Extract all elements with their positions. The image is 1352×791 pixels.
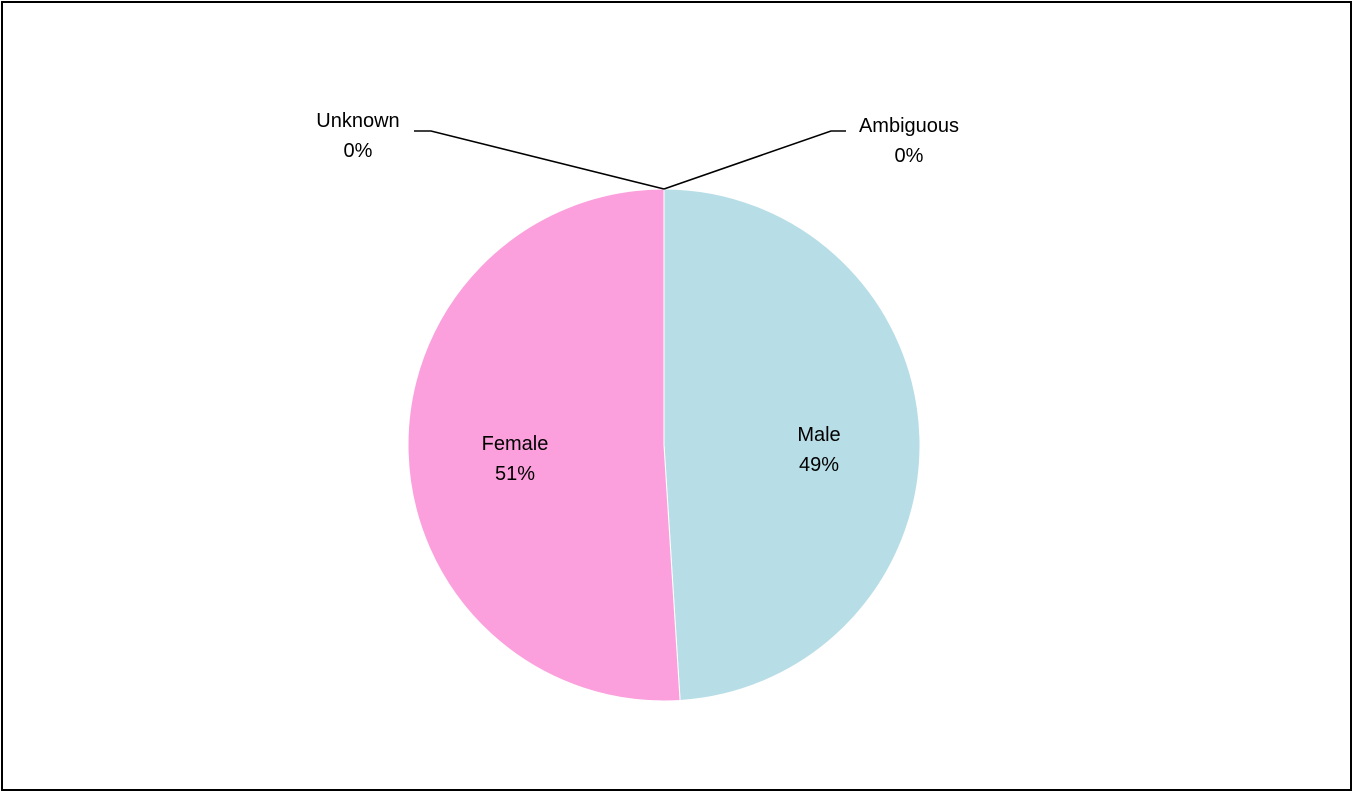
- slice-female: [407, 188, 681, 702]
- data-label-unknown: Unknown 0%: [316, 110, 399, 162]
- label-category-ambiguous: Ambiguous: [859, 115, 959, 137]
- slice-male: [663, 188, 921, 702]
- label-category-unknown: Unknown: [316, 110, 399, 132]
- leader-line-ambiguous: [663, 130, 846, 190]
- leader-lines: [414, 130, 846, 190]
- slice-labels: Male 49% Ambiguous 0% Unknown 0% Female 51%: [316, 110, 959, 485]
- label-category-female: Female: [482, 433, 549, 455]
- pie-chart: Male 49% Ambiguous 0% Unknown 0% Female 51%: [316, 110, 959, 702]
- label-percent-ambiguous: 0%: [895, 145, 924, 167]
- data-label-female: Female 51%: [482, 433, 549, 485]
- label-category-male: Male: [797, 424, 840, 446]
- data-label-male: Male 49%: [797, 424, 840, 476]
- pie-slices: [407, 188, 921, 702]
- label-percent-unknown: 0%: [344, 140, 373, 162]
- label-percent-female: 51%: [495, 463, 535, 485]
- label-percent-male: 49%: [799, 454, 839, 476]
- data-label-ambiguous: Ambiguous 0%: [859, 115, 959, 167]
- leader-line-unknown: [414, 130, 665, 190]
